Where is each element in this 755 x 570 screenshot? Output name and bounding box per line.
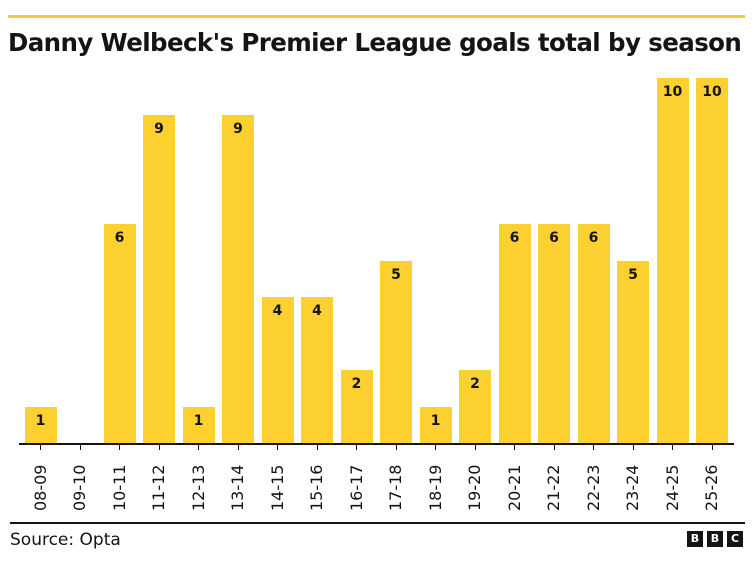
x-axis-tick xyxy=(632,444,634,450)
bar-value-label: 10 xyxy=(702,84,722,100)
chart-title: Danny Welbeck's Premier League goals tot… xyxy=(8,28,742,57)
x-axis-tick xyxy=(672,444,673,450)
bar: 5 xyxy=(380,260,412,443)
bar: 9 xyxy=(143,114,175,443)
x-axis-tick-label: 14-15 xyxy=(267,464,287,512)
x-axis-tick-label: 18-19 xyxy=(425,464,445,512)
x-axis-tick xyxy=(514,444,515,450)
x-axis-tick-label: 24-25 xyxy=(662,464,682,512)
x-axis-tick xyxy=(356,444,357,450)
x-axis-tick xyxy=(277,444,278,450)
x-axis-tick-label: 17-18 xyxy=(386,464,405,512)
bar-value-label: 9 xyxy=(154,120,164,137)
x-axis-tick xyxy=(119,444,120,450)
bar: 1 xyxy=(182,406,215,443)
x-axis-tick xyxy=(593,444,594,450)
x-axis-tick xyxy=(79,444,81,450)
x-axis-tick-label: 25-26 xyxy=(702,464,721,512)
x-axis-tick-label: 11-12 xyxy=(149,464,168,512)
x-axis-tick-label: 19-20 xyxy=(465,464,484,512)
x-axis-tick-label: 10-11 xyxy=(109,464,129,512)
x-axis-tick-label: 13-14 xyxy=(228,464,247,512)
bar-value-label: 1 xyxy=(35,412,46,429)
x-axis-tick-label: 16-17 xyxy=(346,464,366,512)
bar: 4 xyxy=(301,297,333,443)
x-axis-tick-label: 21-22 xyxy=(544,464,563,512)
bar: 4 xyxy=(261,297,294,443)
footer-rule xyxy=(10,522,745,524)
source-note: Source: Opta xyxy=(10,530,121,550)
x-axis-tick-label: 08-09 xyxy=(30,464,50,512)
bbc-logo-letter: B xyxy=(687,531,703,547)
x-axis-tick xyxy=(316,444,318,450)
bar-value-label: 1 xyxy=(193,412,204,429)
bar-value-label: 2 xyxy=(351,376,362,392)
bar-value-label: 6 xyxy=(114,230,125,246)
bar: 1 xyxy=(419,406,452,443)
x-axis-tick xyxy=(711,444,713,450)
bar-value-label: 2 xyxy=(470,376,480,392)
bar: 2 xyxy=(459,370,491,443)
bar: 1 xyxy=(24,406,57,443)
bar-value-label: 5 xyxy=(391,266,401,283)
bar: 10 xyxy=(696,78,728,443)
bbc-logo-letter: B xyxy=(707,531,723,547)
bar-value-label: 4 xyxy=(312,303,322,319)
bar-value-label: 4 xyxy=(272,303,283,319)
bar-value-label: 6 xyxy=(509,230,520,246)
bar: 6 xyxy=(103,224,136,443)
bar-value-label: 6 xyxy=(549,230,559,246)
x-axis-tick-label: 23-24 xyxy=(623,464,642,512)
x-axis-tick-label: 09-10 xyxy=(70,464,89,512)
top-accent-rule xyxy=(8,15,745,18)
bar: 2 xyxy=(340,370,373,443)
x-axis-tick-label: 20-21 xyxy=(504,464,524,512)
x-axis-tick xyxy=(395,444,397,450)
bar: 6 xyxy=(498,224,531,443)
bar: 9 xyxy=(222,114,254,443)
bbc-logo: B B C xyxy=(687,531,743,547)
x-axis-tick-label: 12-13 xyxy=(188,464,208,512)
x-axis-tick-label: 22-23 xyxy=(583,464,603,512)
bar: 6 xyxy=(538,224,570,443)
x-axis-line xyxy=(18,443,734,445)
bar-value-label: 6 xyxy=(588,230,599,246)
x-axis-tick xyxy=(158,444,160,450)
x-axis-tick xyxy=(474,444,476,450)
bar: 5 xyxy=(617,260,649,443)
x-axis-tick xyxy=(435,444,436,450)
bar-chart-plot: 1 08-09 09-10 6 10-11 9 11-12 1 12-13 9 13-14 4 14-1… xyxy=(18,78,734,512)
bbc-logo-letter: C xyxy=(727,531,743,547)
bar-value-label: 10 xyxy=(662,84,683,100)
bar-value-label: 1 xyxy=(430,412,441,429)
x-axis-tick xyxy=(237,444,239,450)
x-axis-tick xyxy=(553,444,555,450)
bar-value-label: 9 xyxy=(233,120,243,137)
bar-value-label: 5 xyxy=(628,266,638,283)
x-axis-tick-label: 15-16 xyxy=(307,464,326,512)
x-axis-tick xyxy=(40,444,41,450)
x-axis-tick xyxy=(198,444,199,450)
bar: 6 xyxy=(577,224,610,443)
bar: 10 xyxy=(656,78,689,443)
